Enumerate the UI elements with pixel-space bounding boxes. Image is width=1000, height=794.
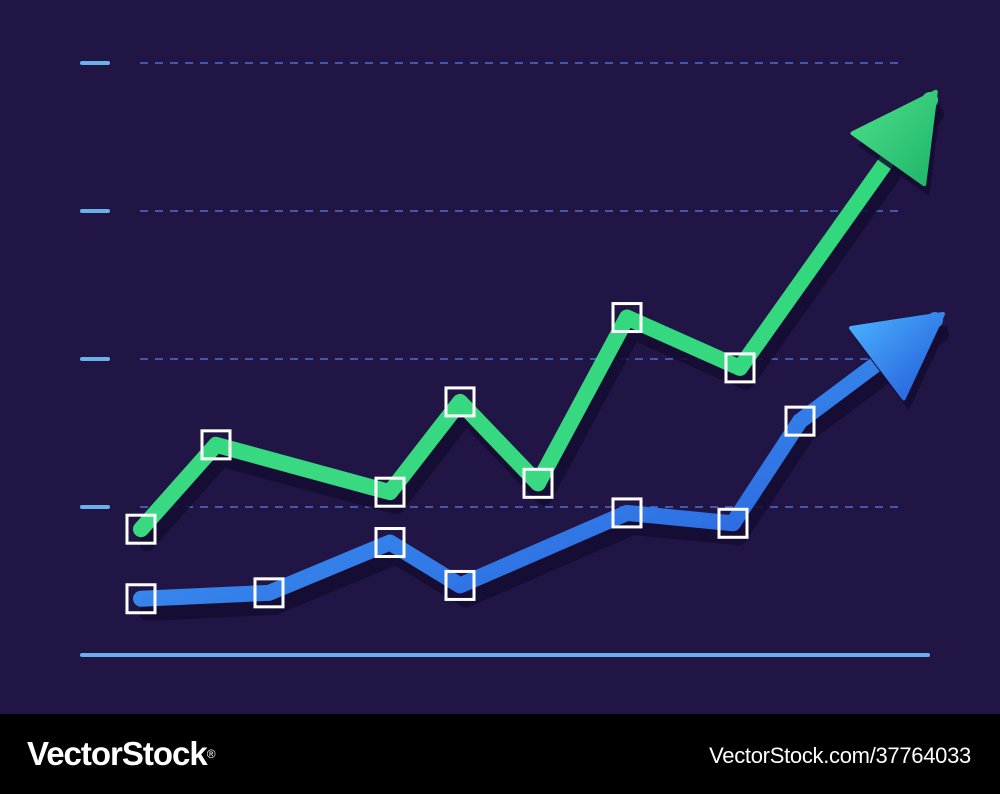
series-1-point-7: [724, 352, 756, 384]
series-2-point-1: [125, 583, 157, 615]
series-2-point-4: [444, 569, 476, 601]
watermark-footer: VectorStock® VectorStock.com/37764033: [0, 714, 1000, 794]
series-2-arrowhead: [848, 312, 946, 401]
series-2-point-2: [253, 577, 285, 609]
series-1-point-3: [374, 476, 406, 508]
series-2-line: [133, 312, 943, 607]
image-id: VectorStock.com/37764033: [709, 743, 971, 768]
series-1-point-2: [200, 429, 232, 461]
series-2-point-7: [784, 405, 816, 437]
series-2-point-5: [611, 497, 643, 529]
series-1-point-6: [611, 302, 643, 334]
series-1-arrowhead: [850, 89, 938, 187]
series-2-point-6: [717, 507, 749, 539]
series-2-shadow: [139, 326, 949, 621]
series-1-point-5: [522, 467, 554, 499]
brand-logo: VectorStock®: [27, 734, 216, 774]
series-1-line: [133, 92, 938, 538]
chart-area: [0, 0, 1000, 714]
series-1-point-4: [444, 386, 476, 418]
series-1-point-1: [125, 513, 157, 545]
registered-mark: ®: [206, 747, 216, 761]
series-2-point-3: [374, 527, 406, 559]
brand-name: VectorStock: [27, 735, 208, 772]
line-chart: [80, 61, 949, 657]
